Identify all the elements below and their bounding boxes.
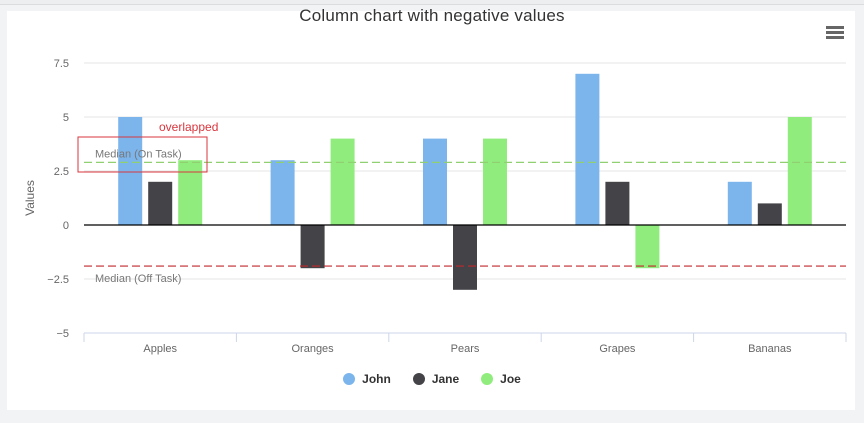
legend-label: Jane [431,372,460,386]
median-label: Median (Off Task) [95,273,181,285]
median-label: Median (On Task) [95,148,182,160]
bar-joe [483,138,507,225]
annotation-text: overlapped [159,120,218,134]
legend-label: John [362,372,391,386]
bar-john [270,160,295,225]
legend-marker-icon [343,373,356,385]
legend-marker-icon [412,373,425,385]
y-tick-label: 5 [63,112,69,124]
x-tick-label: Apples [143,343,177,355]
bar-joe [635,225,660,269]
bar-joe [787,117,812,225]
y-axis-title: Values [23,180,37,216]
top-bar [0,0,864,5]
legend-item-john[interactable]: John [343,372,391,386]
y-tick-label: 7.5 [54,58,69,70]
bar-john [727,181,752,225]
x-tick-label: Grapes [599,343,636,355]
bar-joe [178,160,203,225]
bar-john [575,73,600,225]
x-tick-label: Oranges [291,343,334,355]
legend-label: Joe [500,372,521,386]
bar-john [118,117,143,225]
x-tick-label: Bananas [748,343,792,355]
legend-item-joe[interactable]: Joe [481,372,521,386]
bar-john [423,138,447,225]
y-tick-label: 2.5 [54,166,69,178]
bar-jane [453,225,477,290]
hamburger-menu-icon[interactable] [826,26,844,40]
legend-marker-icon [481,373,494,385]
bar-jane [605,181,630,225]
bar-jane [148,181,173,225]
x-tick-label: Pears [451,343,480,355]
legend: John Jane Joe [0,372,864,386]
annotation-box [77,136,208,173]
y-tick-label: −2.5 [47,274,69,286]
y-tick-label: −5 [56,328,69,340]
bar-jane [300,225,325,269]
bar-joe [330,138,355,225]
bar-jane [757,203,782,225]
legend-item-jane[interactable]: Jane [412,372,460,386]
chart-title: Column chart with negative values [299,6,565,25]
y-tick-label: 0 [63,220,69,232]
